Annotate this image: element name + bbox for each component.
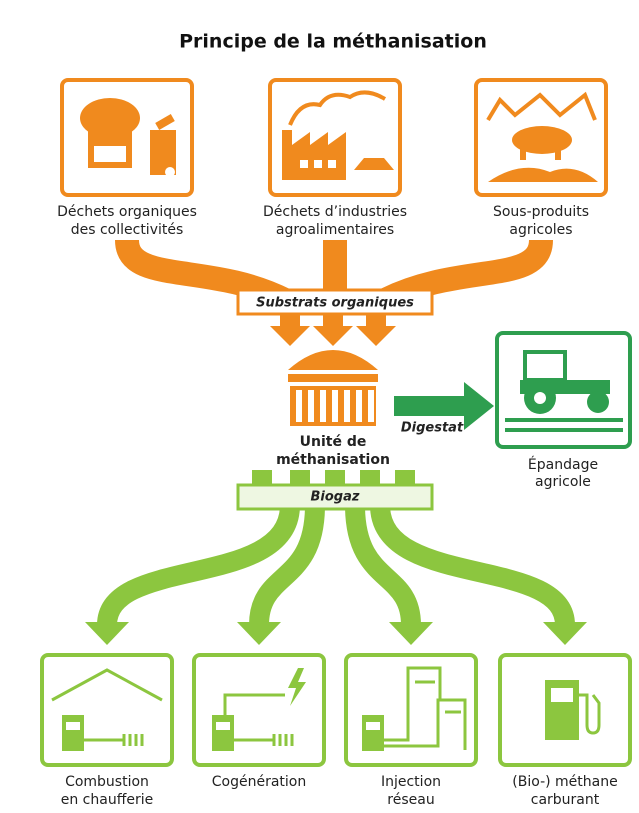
unit-icon-shape (296, 390, 302, 422)
source-label: Déchets organiques (57, 204, 197, 220)
unit-icon-shape (308, 390, 314, 422)
digestat-label: Digestat (401, 421, 464, 436)
source-agricoles (476, 80, 606, 195)
source-industries-shape (314, 160, 322, 168)
source-collectivites-shape (94, 146, 126, 162)
unit-icon-shape (320, 390, 326, 422)
diagram: Principe de la méthanisation (0, 0, 639, 813)
output-cogeneration (194, 655, 324, 765)
biogaz-flows-shape (237, 622, 281, 645)
biogaz-flows-shape (543, 622, 587, 645)
source-industries (270, 80, 400, 195)
source-industries-shape (300, 160, 308, 168)
epandage-label: agricole (535, 474, 591, 490)
output-chaufferie (42, 655, 172, 765)
source-collectivites-shape (165, 167, 175, 177)
epandage-box-shape (587, 391, 609, 413)
source-agricoles-shape (520, 148, 526, 160)
substrate-flows-shape (356, 326, 396, 346)
page: Principe de la méthanisation {"title": "… (0, 0, 639, 813)
substrate-flows-shape (270, 326, 310, 346)
source-label: Sous-produits (493, 204, 589, 220)
output-label: réseau (387, 792, 434, 808)
unit-icon-shape (288, 350, 378, 370)
biogaz-flows-shape (85, 622, 129, 645)
source-collectivites (62, 80, 192, 195)
output-injection-shape (366, 722, 380, 730)
output-chaufferie-shape (62, 715, 84, 751)
substrate-flows-shape (313, 326, 353, 346)
output-cogeneration-shape (216, 722, 230, 730)
biogaz-label: Biogaz (311, 490, 360, 505)
output-label: (Bio-) méthane (512, 774, 617, 790)
output-label: en chaufferie (61, 792, 153, 808)
source-agricoles-shape (555, 148, 561, 160)
unit-label: Unité de (300, 434, 367, 450)
output-injection-shape (362, 715, 384, 751)
output-chaufferie-shape (66, 722, 80, 730)
output-carburant-shape (551, 688, 573, 702)
source-label: agroalimentaires (276, 222, 394, 238)
body: Principe de la méthanisation (0, 0, 639, 813)
unit-icon (288, 350, 378, 426)
biogaz-flows-shape (389, 622, 433, 645)
source-label: des collectivités (71, 222, 184, 238)
unit-icon-shape (356, 390, 362, 422)
output-label: Combustion (65, 774, 149, 790)
unit-icon-shape (332, 390, 338, 422)
output-carburant (500, 655, 630, 765)
epandage-box-shape (534, 392, 546, 404)
output-label: Cogénération (212, 774, 306, 790)
output-cogeneration-shape (212, 715, 234, 751)
source-label: Déchets d’industries (263, 204, 407, 220)
unit-icon-shape (288, 374, 378, 382)
output-label: carburant (531, 792, 600, 808)
digestat-arrow-shape (394, 396, 466, 416)
unit-icon-shape (344, 390, 350, 422)
source-industries-shape (328, 160, 336, 168)
epandage-box (497, 333, 630, 447)
title: Principe de la méthanisation (179, 31, 487, 53)
unit-icon-shape (368, 390, 374, 422)
output-injection (346, 655, 476, 765)
substrats-label: Substrats organiques (256, 296, 414, 311)
source-label: agricoles (509, 222, 572, 238)
unit-label: méthanisation (276, 452, 390, 468)
digestat-arrow-shape (464, 382, 494, 430)
epandage-label: Épandage (528, 456, 598, 473)
output-label: Injection (381, 774, 441, 790)
